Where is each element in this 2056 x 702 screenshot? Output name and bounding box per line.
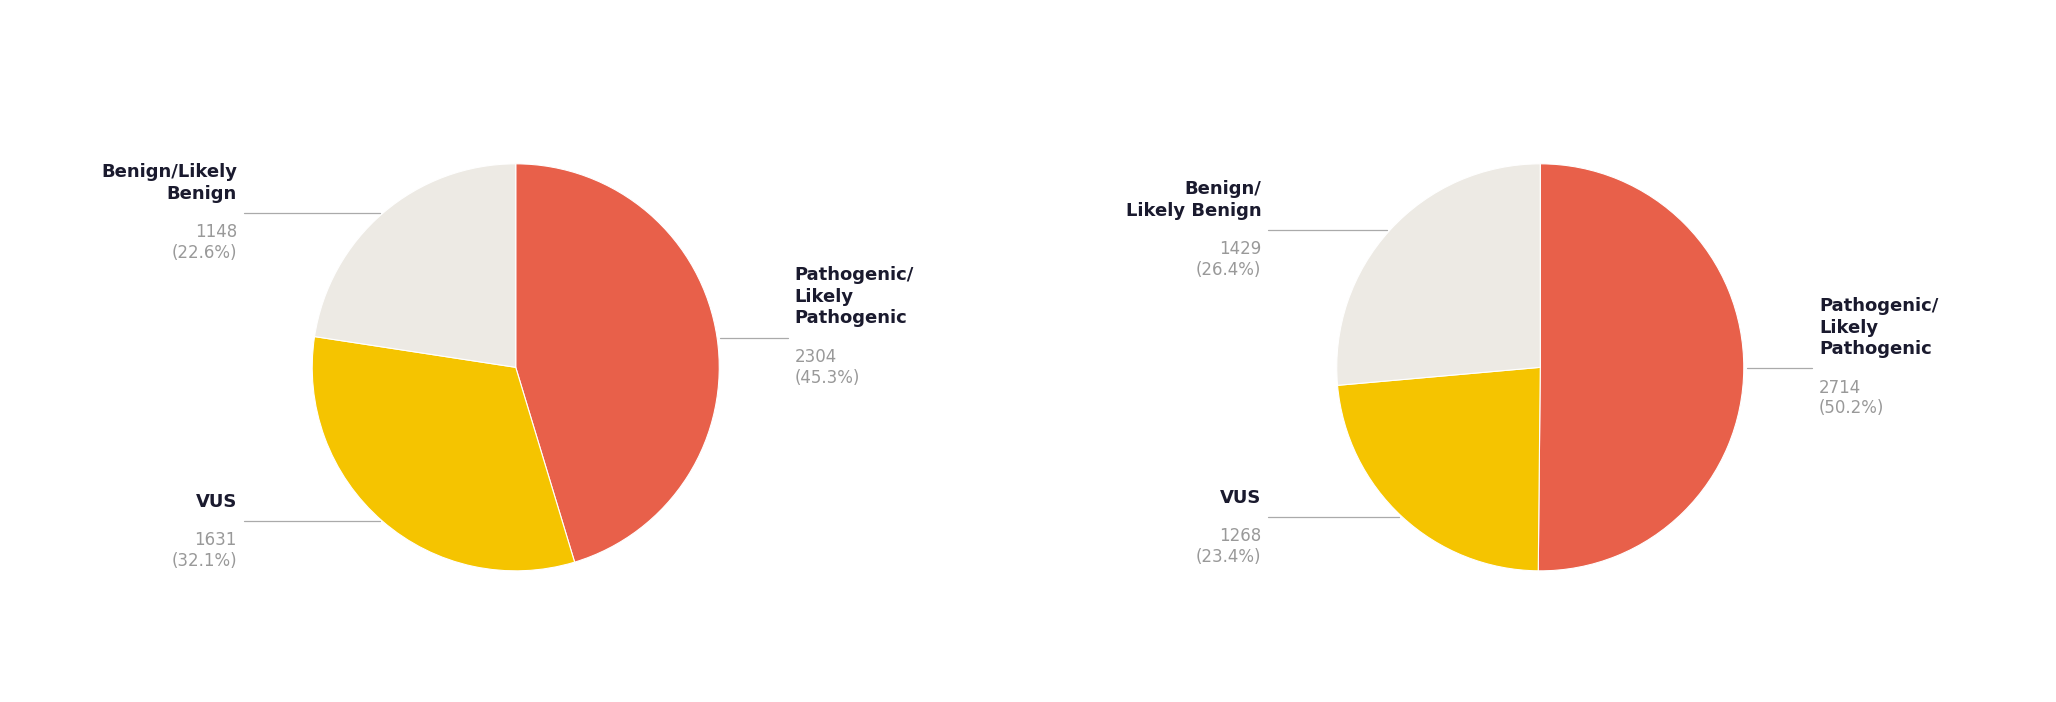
Wedge shape <box>313 336 574 571</box>
Wedge shape <box>516 164 720 562</box>
Text: 1631
(32.1%): 1631 (32.1%) <box>171 531 236 570</box>
Text: Pathogenic/
Likely
Pathogenic: Pathogenic/ Likely Pathogenic <box>1820 297 1939 358</box>
Text: Pathogenic/
Likely
Pathogenic: Pathogenic/ Likely Pathogenic <box>794 266 915 327</box>
Wedge shape <box>315 164 516 367</box>
Text: 1268
(23.4%): 1268 (23.4%) <box>1197 527 1262 566</box>
Text: 1148
(22.6%): 1148 (22.6%) <box>171 223 236 262</box>
Wedge shape <box>1338 367 1540 571</box>
Text: 2304
(45.3%): 2304 (45.3%) <box>794 347 859 387</box>
Text: VUS: VUS <box>195 493 236 511</box>
Text: Benign/Likely
Benign: Benign/Likely Benign <box>101 164 236 203</box>
Text: Benign/
Likely Benign: Benign/ Likely Benign <box>1127 180 1262 220</box>
Wedge shape <box>1538 164 1743 571</box>
Text: 2714
(50.2%): 2714 (50.2%) <box>1820 378 1885 417</box>
Text: 1429
(26.4%): 1429 (26.4%) <box>1197 240 1262 279</box>
Text: VUS: VUS <box>1219 489 1262 507</box>
Wedge shape <box>1336 164 1540 385</box>
